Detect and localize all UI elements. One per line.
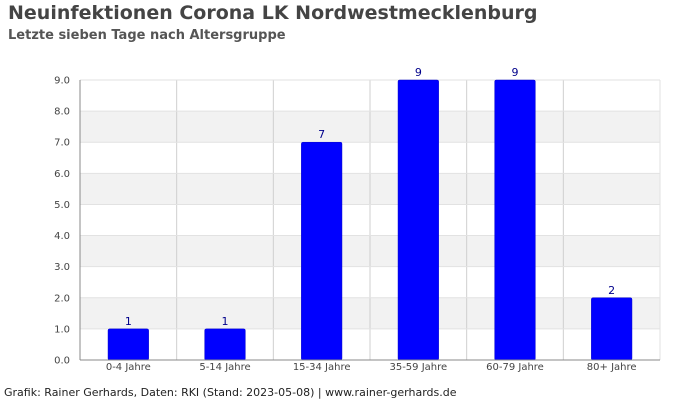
data-label: 9: [512, 66, 519, 79]
y-tick-label: 8.0: [54, 107, 70, 118]
data-labels: 1 1 7 9 9 2: [125, 66, 615, 328]
x-tick-label: 0-4 Jahre: [106, 362, 151, 373]
bar: [301, 141, 343, 361]
y-tick-label: 4.0: [54, 231, 70, 242]
bar: [107, 328, 149, 361]
data-label: 1: [222, 315, 229, 328]
chart-title: Neuinfektionen Corona LK Nordwestmecklen…: [8, 2, 538, 24]
bars: [107, 79, 633, 361]
bar: [494, 79, 536, 361]
x-tick-label: 80+ Jahre: [587, 362, 637, 373]
data-label: 7: [318, 128, 325, 141]
y-tick-label: 1.0: [54, 324, 70, 335]
data-label: 2: [608, 284, 615, 297]
bar: [397, 79, 439, 361]
y-tick-label: 6.0: [54, 169, 70, 180]
x-tick-label: 35-59 Jahre: [389, 362, 447, 373]
chart-subtitle: Letzte sieben Tage nach Altersgruppe: [8, 28, 286, 43]
y-tick-label: 5.0: [54, 200, 70, 211]
y-tick-label: 2.0: [54, 293, 70, 304]
x-tick-label: 60-79 Jahre: [486, 362, 544, 373]
data-label: 1: [125, 315, 132, 328]
x-axis-ticks: 0-4 Jahre 5-14 Jahre 15-34 Jahre 35-59 Jahr…: [106, 362, 637, 373]
y-tick-label: 3.0: [54, 262, 70, 273]
bar: [204, 328, 246, 361]
x-tick-label: 15-34 Jahre: [293, 362, 351, 373]
y-axis-ticks: 0.0 1.0 2.0 3.0 4.0 5.0 6.0 7.0 8.0 9.0: [54, 76, 70, 367]
y-tick-label: 7.0: [54, 138, 70, 149]
vertical-gridlines: [176, 80, 661, 360]
y-tick-label: 0.0: [54, 356, 70, 367]
x-tick-label: 5-14 Jahre: [199, 362, 250, 373]
y-tick-label: 9.0: [54, 76, 70, 87]
bar: [591, 297, 633, 361]
data-label: 9: [415, 66, 422, 79]
chart-footer: Grafik: Rainer Gerhards, Daten: RKI (Sta…: [4, 386, 457, 399]
